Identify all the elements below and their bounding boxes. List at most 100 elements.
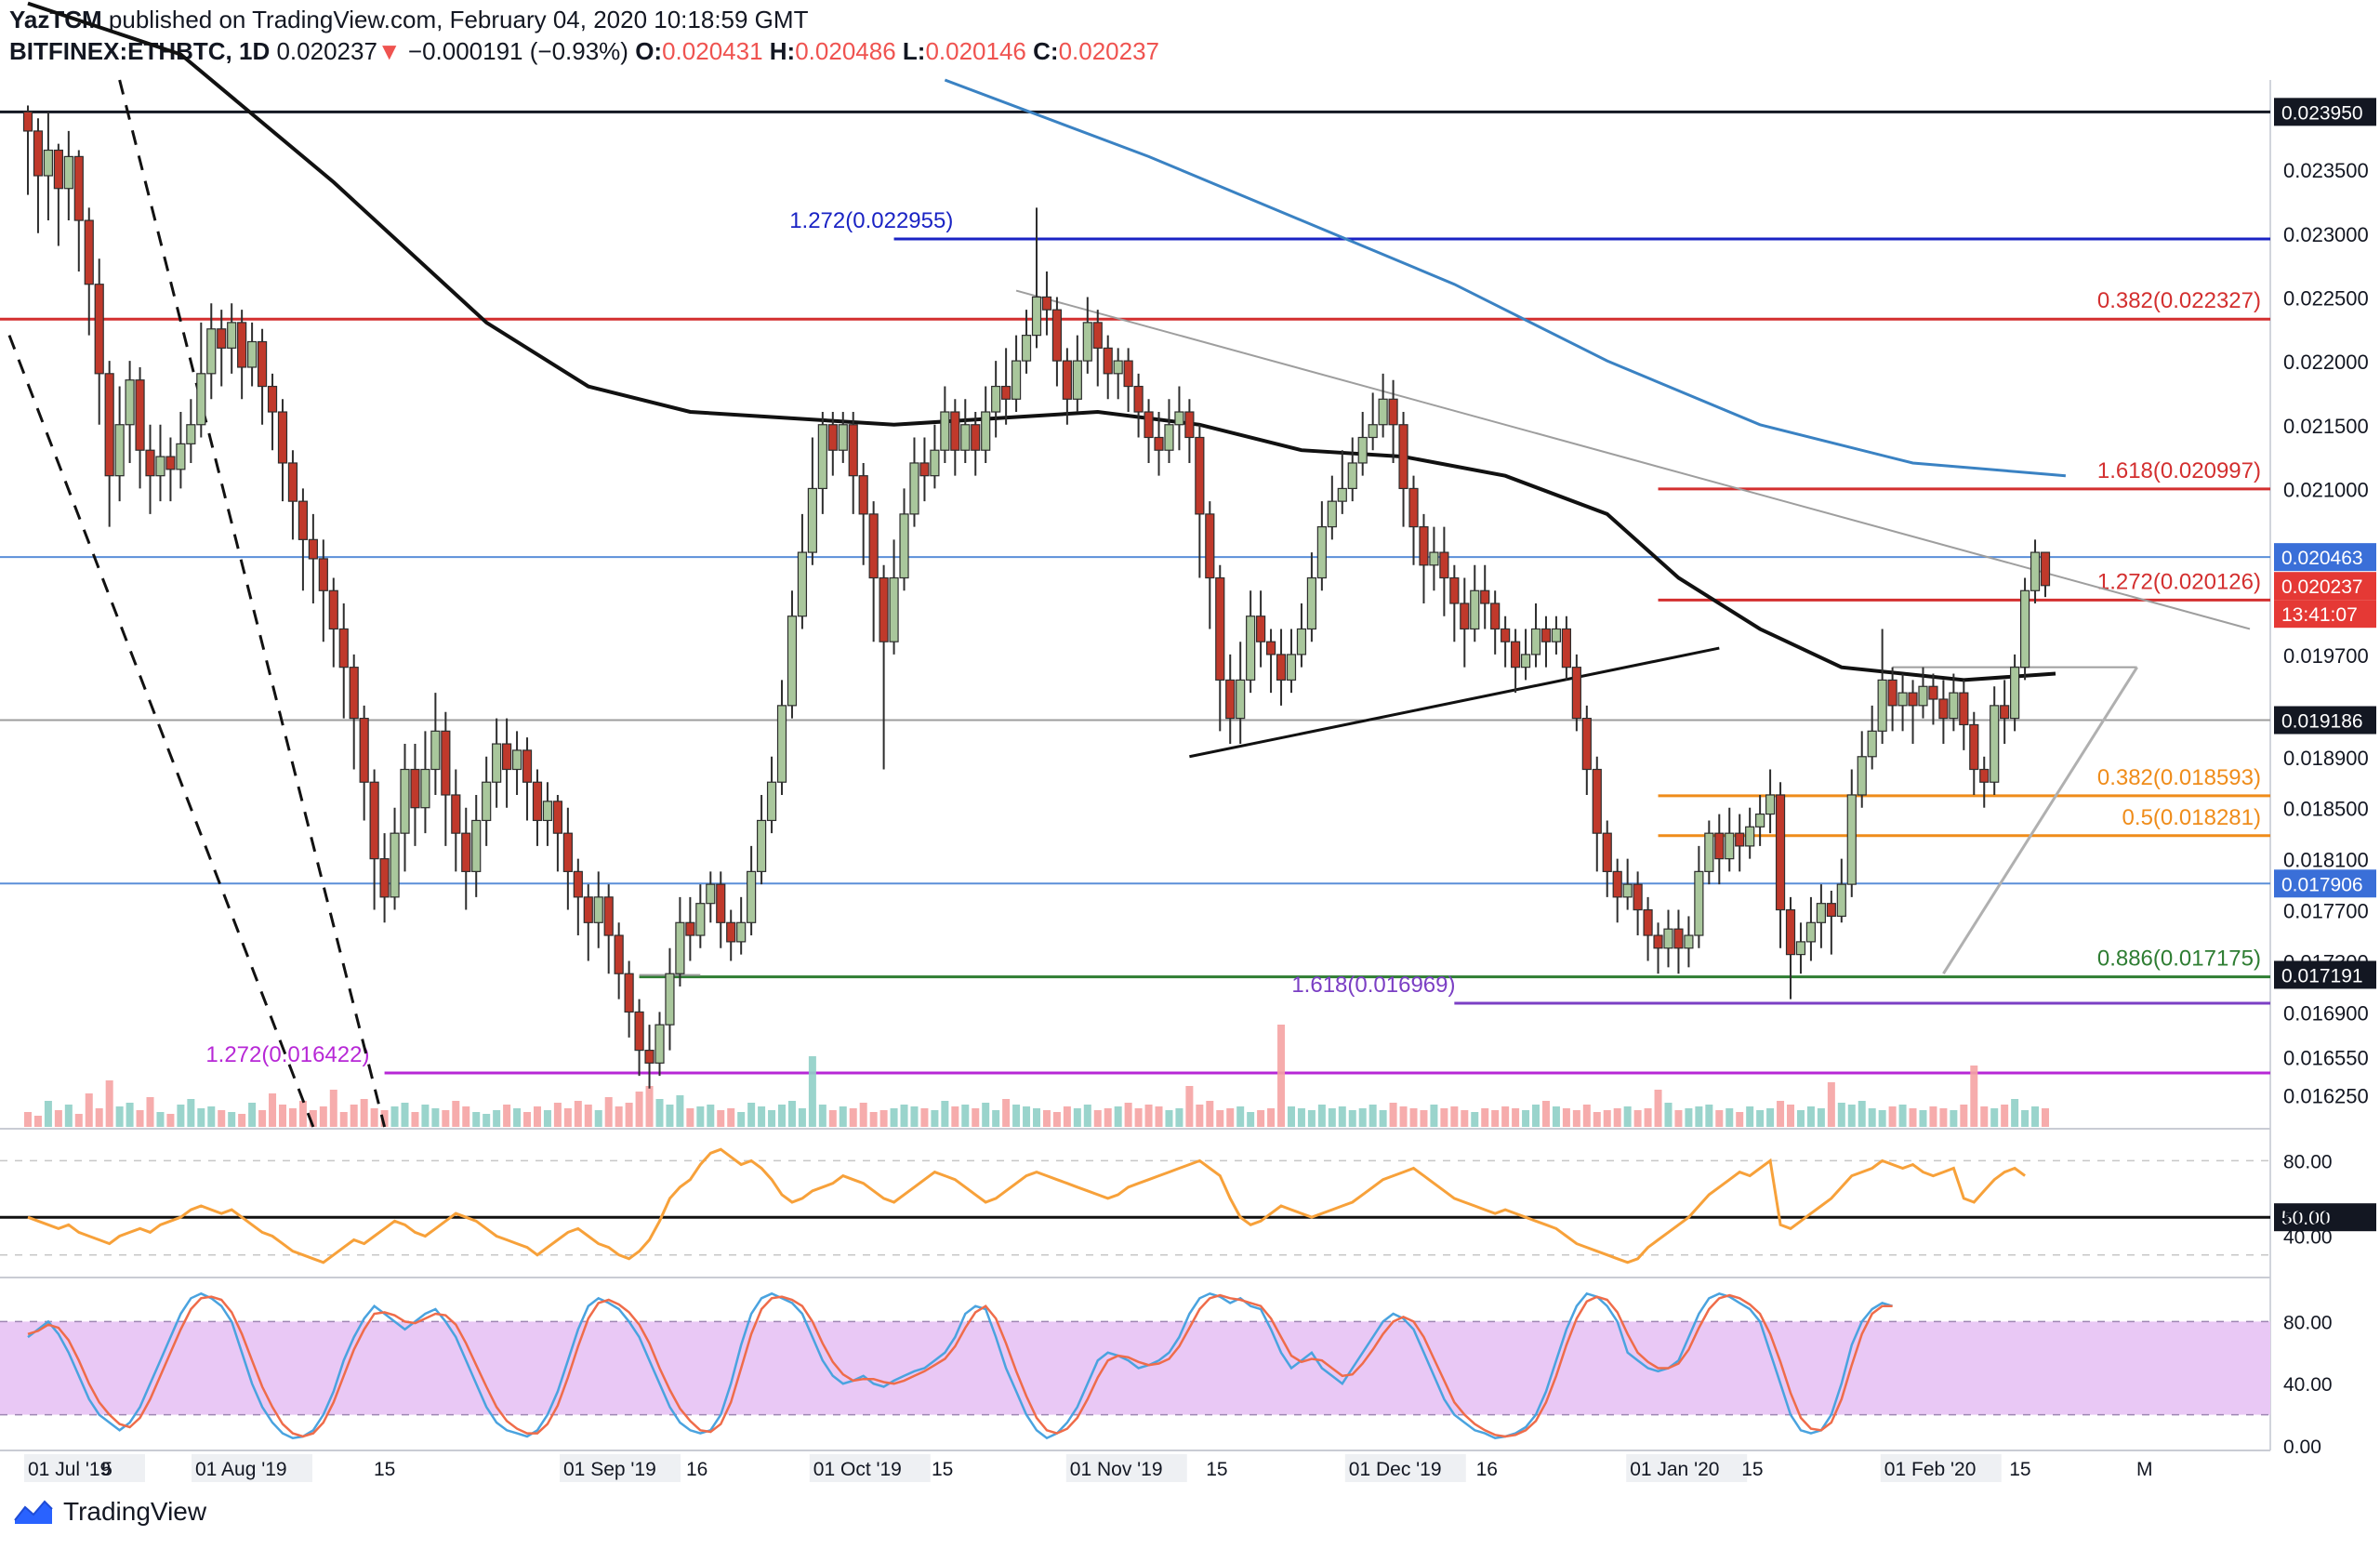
candlestick[interactable] xyxy=(1928,673,1938,725)
candlestick[interactable] xyxy=(1205,501,1215,629)
candlestick[interactable] xyxy=(1276,629,1287,706)
candlestick[interactable] xyxy=(461,807,471,910)
candlestick[interactable] xyxy=(827,412,838,476)
candlestick[interactable] xyxy=(634,999,644,1077)
candlestick[interactable] xyxy=(176,412,186,489)
candlestick[interactable] xyxy=(33,118,44,233)
stochastic-line[interactable] xyxy=(27,1291,1893,1440)
candlestick[interactable] xyxy=(991,361,1001,438)
candlestick[interactable] xyxy=(1694,845,1704,948)
candlestick[interactable] xyxy=(1164,399,1174,463)
moving-average-line[interactable] xyxy=(944,78,2067,478)
candlestick[interactable] xyxy=(522,737,533,821)
candlestick[interactable] xyxy=(1051,297,1063,387)
candlestick[interactable] xyxy=(603,884,614,974)
candlestick[interactable] xyxy=(1836,858,1846,923)
candlestick[interactable] xyxy=(1826,890,1836,955)
candlestick[interactable] xyxy=(1795,922,1806,974)
candlestick[interactable] xyxy=(1653,922,1663,974)
candlestick[interactable] xyxy=(1246,590,1256,694)
candlestick[interactable] xyxy=(1062,348,1072,425)
candlestick[interactable] xyxy=(1429,526,1439,591)
candlestick[interactable] xyxy=(1775,782,1786,948)
candlestick[interactable] xyxy=(889,539,899,655)
candlestick[interactable] xyxy=(420,731,430,834)
candlestick[interactable] xyxy=(1612,858,1622,923)
candlestick[interactable] xyxy=(1643,896,1653,961)
candlestick[interactable] xyxy=(858,462,868,565)
candlestick[interactable] xyxy=(441,711,451,846)
candlestick[interactable] xyxy=(1714,814,1725,885)
candlestick[interactable] xyxy=(950,399,960,476)
candlestick[interactable] xyxy=(349,654,359,770)
candlestick[interactable] xyxy=(1378,373,1388,438)
candlestick[interactable] xyxy=(1398,412,1408,527)
candlestick[interactable] xyxy=(665,947,675,1051)
candlestick[interactable] xyxy=(542,782,553,846)
candlestick[interactable] xyxy=(1408,475,1419,565)
candlestick[interactable] xyxy=(930,424,940,489)
candlestick[interactable] xyxy=(614,922,624,1000)
candlestick[interactable] xyxy=(502,718,512,808)
candlestick[interactable] xyxy=(1663,909,1673,968)
candlestick[interactable] xyxy=(797,513,808,629)
candlestick[interactable] xyxy=(2040,551,2051,598)
candlestick[interactable] xyxy=(552,794,562,872)
candlestick[interactable] xyxy=(1990,686,2000,795)
candlestick[interactable] xyxy=(1021,310,1032,374)
candlestick[interactable] xyxy=(338,603,349,719)
candlestick[interactable] xyxy=(817,412,827,514)
candlestick[interactable] xyxy=(1154,412,1164,476)
candlestick[interactable] xyxy=(1337,450,1347,514)
stochastic-line[interactable] xyxy=(27,1293,1893,1438)
candlestick[interactable] xyxy=(1520,629,1531,681)
candlestick[interactable] xyxy=(1072,335,1082,413)
candlestick[interactable] xyxy=(318,539,328,642)
candlestick[interactable] xyxy=(1490,590,1501,655)
candlestick[interactable] xyxy=(1755,794,1765,846)
candlestick[interactable] xyxy=(1684,916,1694,968)
candlestick[interactable] xyxy=(287,450,298,540)
candlestick[interactable] xyxy=(1765,769,1776,834)
rsi-line[interactable] xyxy=(27,1147,2026,1264)
candlestick[interactable] xyxy=(379,833,390,923)
candlestick[interactable] xyxy=(1622,858,1633,910)
candlestick[interactable] xyxy=(848,412,858,514)
candlestick[interactable] xyxy=(1735,814,1745,872)
candlestick[interactable] xyxy=(1368,392,1378,451)
candlestick[interactable] xyxy=(1439,526,1449,616)
candlestick[interactable] xyxy=(511,731,522,795)
candlestick[interactable] xyxy=(706,871,716,923)
tradingview-branding[interactable]: TradingView xyxy=(13,1497,206,1527)
candlestick[interactable] xyxy=(359,705,369,821)
candlestick[interactable] xyxy=(135,366,145,489)
candlestick[interactable] xyxy=(675,896,685,986)
candlestick[interactable] xyxy=(217,310,227,387)
candlestick[interactable] xyxy=(1633,871,1643,936)
candlestick[interactable] xyxy=(787,590,798,719)
candlestick[interactable] xyxy=(919,437,930,502)
candlestick[interactable] xyxy=(654,1012,665,1077)
candlestick[interactable] xyxy=(206,303,217,400)
candlestick[interactable] xyxy=(1501,616,1511,668)
candlestick[interactable] xyxy=(1551,616,1562,655)
candlestick[interactable] xyxy=(1011,335,1022,413)
candlestick[interactable] xyxy=(747,845,757,936)
candlestick[interactable] xyxy=(1918,667,1928,719)
candlestick[interactable] xyxy=(1195,424,1205,578)
candlestick[interactable] xyxy=(1745,807,1755,859)
candlestick[interactable] xyxy=(227,303,237,374)
candlestick[interactable] xyxy=(716,871,726,948)
candlestick[interactable] xyxy=(1306,552,1317,642)
candlestick[interactable] xyxy=(624,960,634,1038)
triangle-support-line[interactable] xyxy=(1942,666,2138,975)
candlestick[interactable] xyxy=(960,399,971,463)
candlestick[interactable] xyxy=(899,488,909,591)
candlestick-series[interactable] xyxy=(22,105,2051,1089)
candlestick[interactable] xyxy=(685,896,695,961)
candlestick[interactable] xyxy=(1357,412,1368,476)
candlestick[interactable] xyxy=(1388,379,1398,463)
candlestick[interactable] xyxy=(1041,271,1052,336)
candlestick[interactable] xyxy=(1949,673,1959,732)
candlestick[interactable] xyxy=(1236,642,1246,745)
